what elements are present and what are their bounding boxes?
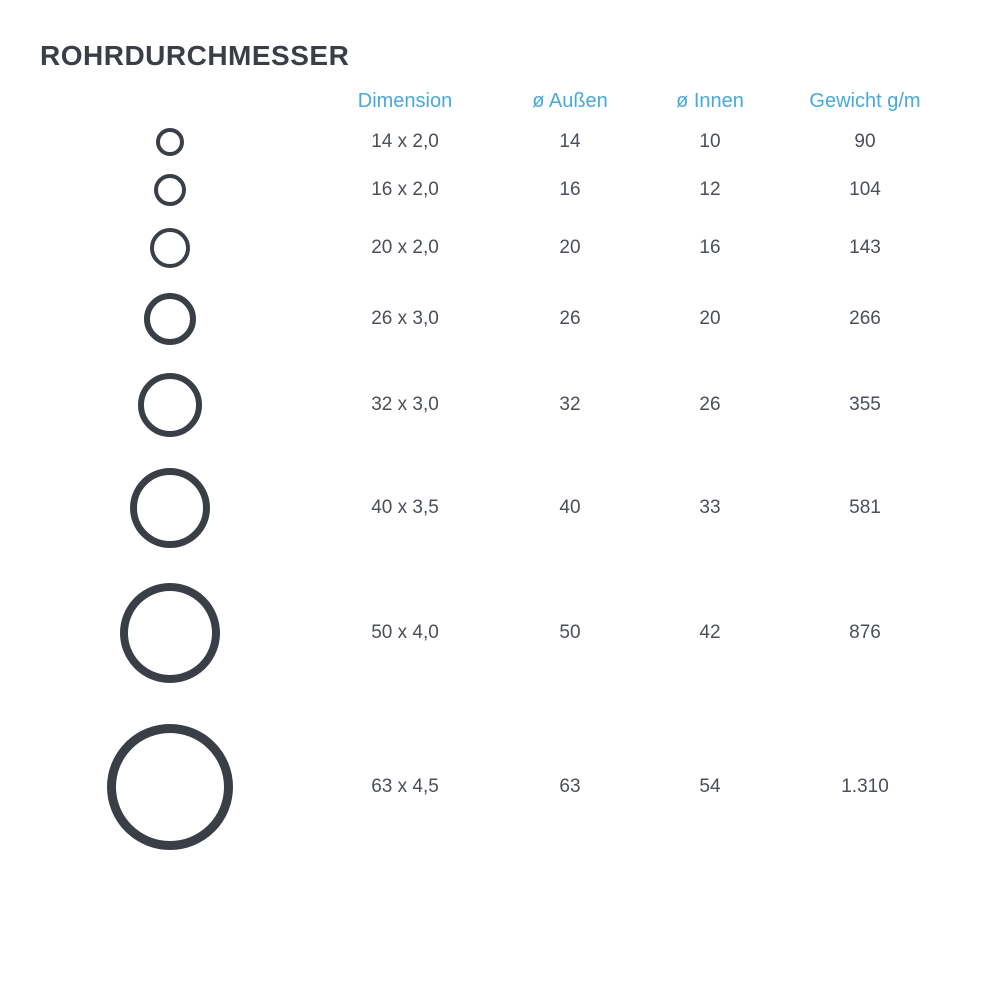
ring-cell [154,164,186,216]
table-row: 26 x 3,02620266 [310,280,960,358]
page-title: ROHRDURCHMESSER [40,40,960,72]
cell-outer: 16 [500,179,640,201]
ring-cell [130,452,210,564]
cell-outer: 20 [500,237,640,259]
table-body: 14 x 2,014109016 x 2,0161210420 x 2,0201… [310,120,960,872]
table-row: 63 x 4,563541.310 [310,702,960,872]
cell-dimension: 14 x 2,0 [310,131,500,153]
ring-cell [120,564,220,702]
cell-outer: 14 [500,131,640,153]
cell-weight: 876 [780,622,950,644]
ring-cell [150,216,190,280]
pipe-ring-icon [150,228,190,268]
cell-weight: 581 [780,497,950,519]
cell-inner: 54 [640,776,780,798]
table-row: 50 x 4,05042876 [310,564,960,702]
header-weight: Gewicht g/m [780,90,950,113]
cell-dimension: 63 x 4,5 [310,776,500,798]
table-header-row: Dimension ø Außen ø Innen Gewicht g/m [310,90,960,120]
pipe-ring-icon [138,373,202,437]
header-outer: ø Außen [500,90,640,113]
cell-weight: 143 [780,237,950,259]
cell-inner: 16 [640,237,780,259]
table-row: 40 x 3,54033581 [310,452,960,564]
cell-dimension: 50 x 4,0 [310,622,500,644]
ring-cell [144,280,196,358]
cell-inner: 10 [640,131,780,153]
content-wrapper: Dimension ø Außen ø Innen Gewicht g/m 14… [40,90,960,872]
ring-column [40,90,300,872]
cell-inner: 33 [640,497,780,519]
cell-dimension: 40 x 3,5 [310,497,500,519]
cell-outer: 63 [500,776,640,798]
pipe-ring-icon [120,583,220,683]
cell-outer: 32 [500,394,640,416]
cell-dimension: 26 x 3,0 [310,308,500,330]
cell-outer: 50 [500,622,640,644]
pipe-ring-icon [154,174,186,206]
cell-weight: 1.310 [780,776,950,798]
table-row: 32 x 3,03226355 [310,358,960,452]
pipe-ring-icon [156,128,184,156]
ring-cell [107,702,233,872]
cell-weight: 104 [780,179,950,201]
cell-dimension: 20 x 2,0 [310,237,500,259]
header-dimension: Dimension [310,90,500,113]
table-row: 14 x 2,0141090 [310,120,960,164]
ring-cell [156,120,184,164]
cell-inner: 42 [640,622,780,644]
pipe-ring-icon [107,724,233,850]
cell-weight: 266 [780,308,950,330]
cell-dimension: 32 x 3,0 [310,394,500,416]
cell-inner: 12 [640,179,780,201]
cell-dimension: 16 x 2,0 [310,179,500,201]
cell-weight: 90 [780,131,950,153]
cell-inner: 20 [640,308,780,330]
table-row: 20 x 2,02016143 [310,216,960,280]
cell-outer: 26 [500,308,640,330]
header-inner: ø Innen [640,90,780,113]
cell-weight: 355 [780,394,950,416]
table-row: 16 x 2,01612104 [310,164,960,216]
pipe-ring-icon [144,293,196,345]
ring-cell [138,358,202,452]
cell-inner: 26 [640,394,780,416]
cell-outer: 40 [500,497,640,519]
pipe-ring-icon [130,468,210,548]
diameter-table: Dimension ø Außen ø Innen Gewicht g/m 14… [300,90,960,872]
